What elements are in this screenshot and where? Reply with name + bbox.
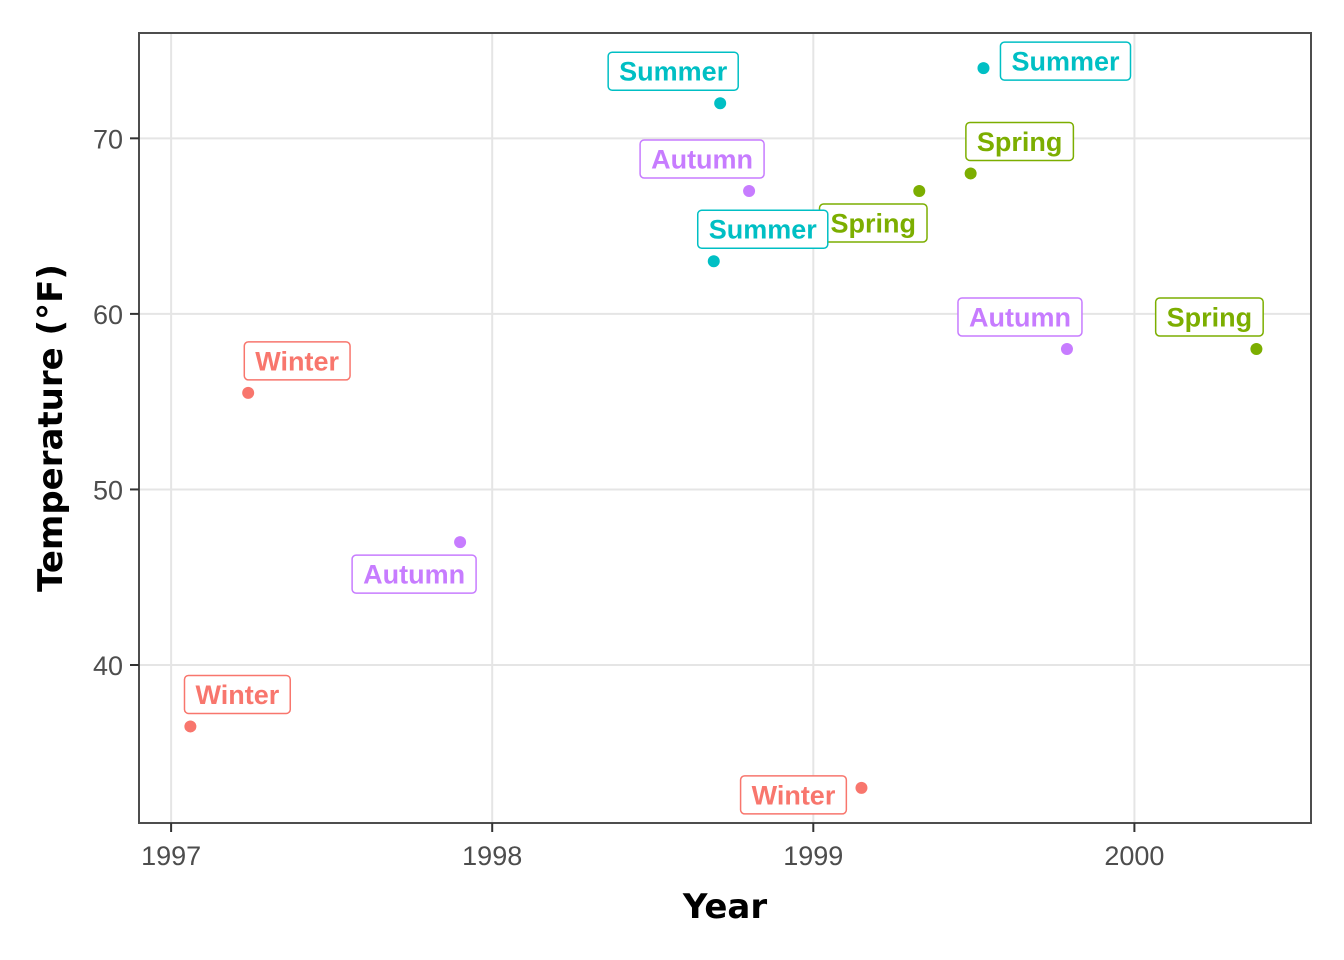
point-label-spring: Spring bbox=[818, 203, 928, 243]
point-label-box bbox=[183, 674, 292, 715]
point-label-text: Winter bbox=[195, 680, 279, 710]
point-label-box bbox=[639, 139, 765, 179]
point-label-summer: Summer bbox=[696, 209, 829, 249]
y-tick-label: 50 bbox=[93, 475, 123, 505]
data-point-summer bbox=[977, 62, 990, 75]
data-point-summer bbox=[714, 97, 727, 110]
point-label-winter: Winter bbox=[183, 674, 292, 715]
y-axis-title: Temperature (°F) bbox=[31, 264, 71, 592]
point-label-autumn: Autumn bbox=[957, 297, 1083, 337]
y-tick-label: 70 bbox=[93, 124, 123, 154]
plot-panel-border bbox=[138, 32, 1312, 824]
x-tick-label: 1998 bbox=[462, 841, 522, 871]
x-axis-title: Year bbox=[682, 887, 768, 927]
point-labels: Winter Winter Winter Spring Spring Spring Summ… bbox=[183, 41, 1264, 815]
data-point-autumn bbox=[1060, 343, 1073, 355]
point-label-text: Autumn bbox=[969, 303, 1071, 333]
point-label-box bbox=[999, 41, 1132, 81]
point-label-winter: Winter bbox=[243, 341, 351, 381]
point-label-text: Spring bbox=[977, 127, 1063, 157]
point-label-spring: Spring bbox=[1154, 297, 1264, 337]
x-tick-label: 1997 bbox=[141, 841, 201, 871]
point-label-summer: Summer bbox=[999, 41, 1132, 81]
point-label-autumn: Autumn bbox=[351, 554, 477, 594]
point-label-text: Winter bbox=[255, 346, 339, 376]
point-label-spring: Spring bbox=[965, 121, 1075, 162]
data-point-spring bbox=[913, 185, 926, 197]
point-label-text: Summer bbox=[1011, 47, 1120, 77]
point-label-box bbox=[607, 51, 739, 91]
point-label-box bbox=[1154, 297, 1264, 337]
data-point-autumn bbox=[454, 536, 467, 549]
point-label-text: Autumn bbox=[363, 560, 465, 590]
data-point-summer bbox=[707, 255, 720, 268]
data-point-spring bbox=[964, 167, 977, 180]
point-label-summer: Summer bbox=[607, 51, 739, 91]
point-label-box bbox=[696, 209, 829, 249]
point-label-text: Winter bbox=[752, 780, 836, 810]
point-label-text: Summer bbox=[709, 215, 818, 245]
point-label-text: Autumn bbox=[651, 145, 753, 175]
data-points bbox=[184, 62, 1263, 794]
point-label-box bbox=[739, 775, 848, 815]
point-label-box bbox=[957, 297, 1083, 337]
point-label-text: Summer bbox=[619, 57, 728, 87]
point-label-autumn: Autumn bbox=[639, 139, 765, 179]
x-tick-label: 2000 bbox=[1104, 841, 1164, 871]
grid-lines bbox=[139, 33, 1311, 823]
data-point-autumn bbox=[743, 185, 756, 197]
data-point-winter bbox=[242, 386, 255, 399]
data-point-spring bbox=[1250, 343, 1263, 355]
y-tick-label: 40 bbox=[93, 651, 123, 681]
point-label-text: Spring bbox=[831, 209, 917, 239]
data-point-winter bbox=[855, 781, 868, 794]
data-point-winter bbox=[184, 720, 197, 733]
axis-ticks: 1997 1998 1999 2000 40 50 60 70 bbox=[93, 124, 1164, 871]
point-label-box bbox=[243, 341, 351, 381]
point-label-text: Spring bbox=[1167, 303, 1253, 333]
x-tick-label: 1999 bbox=[783, 841, 843, 871]
point-label-box bbox=[351, 554, 477, 594]
y-tick-label: 60 bbox=[93, 300, 123, 330]
point-label-box bbox=[965, 121, 1075, 162]
point-label-winter: Winter bbox=[739, 775, 848, 815]
